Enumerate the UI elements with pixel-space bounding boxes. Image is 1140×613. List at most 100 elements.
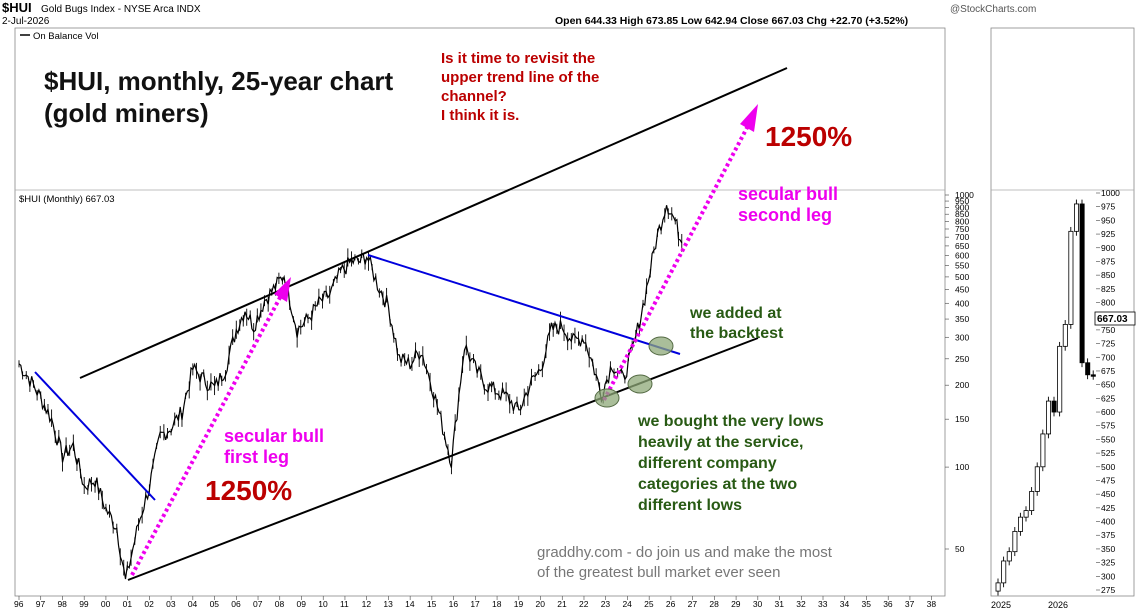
first-leg-arrowhead — [274, 277, 291, 302]
upper-channel-line — [79, 67, 788, 379]
question-line-1: Is it time to revisit the — [441, 50, 595, 67]
detail-candle — [1018, 516, 1024, 532]
x-tick-label: 12 — [362, 599, 372, 609]
detail-y-tick-label: 800 — [1101, 298, 1115, 308]
y-tick-label: 250 — [955, 354, 969, 364]
second-leg-arrowhead — [740, 104, 758, 132]
price-axis: 50 100 150 200 250 300 350 400 450 50055060065070… — [945, 190, 974, 554]
x-tick-label: 29 — [731, 599, 741, 609]
y-tick-label: 750 — [955, 224, 969, 234]
pct-top-label: 1250% — [765, 121, 852, 152]
x-tick-label: 15 — [427, 599, 437, 609]
detail-y-tick-label: 900 — [1101, 243, 1115, 253]
y-tick-label: 50 — [955, 544, 965, 554]
x-tick-label: 03 — [166, 599, 176, 609]
detail-y-tick-label: 850 — [1101, 270, 1115, 280]
x-tick-label: 37 — [905, 599, 915, 609]
detail-candle — [1068, 230, 1074, 325]
detail-candle — [1090, 374, 1096, 377]
y-tick-label: 850 — [955, 209, 969, 219]
lower-channel-line — [127, 337, 759, 581]
x-tick-label: 10 — [318, 599, 328, 609]
x-tick-label: 21 — [557, 599, 567, 609]
detail-candle — [1062, 324, 1068, 347]
lows-line4: categories at the two — [638, 476, 797, 493]
detail-candle — [1001, 560, 1007, 584]
detail-y-tick-label: 925 — [1101, 229, 1115, 239]
x-tick-label: 18 — [492, 599, 502, 609]
x-tick-label: 34 — [840, 599, 850, 609]
detail-candle — [1051, 400, 1057, 413]
x-tick-label: 24 — [622, 599, 632, 609]
x-tick-label: 35 — [861, 599, 871, 609]
detail-y-tick-label: 950 — [1101, 215, 1115, 225]
x-tick-label: 96 — [14, 599, 24, 609]
x-tick-label: 30 — [753, 599, 763, 609]
detail-candle — [1034, 466, 1040, 492]
x-tick-label: 36 — [883, 599, 893, 609]
chart-title-line2: (gold miners) — [44, 98, 209, 128]
detail-y-tick-label: 575 — [1101, 421, 1115, 431]
y-tick-label: 200 — [955, 380, 969, 390]
detail-price-bars — [995, 199, 1096, 596]
downtrend-line-2001 — [34, 371, 156, 501]
lows-line1: we bought the very lows — [637, 413, 824, 430]
question-line-2: upper trend line of the — [441, 69, 599, 86]
detail-y-tick-label: 275 — [1101, 585, 1115, 595]
x-tick-label: 38 — [927, 599, 937, 609]
ohlc-readout: Open 644.33 High 673.85 Low 642.94 Close… — [555, 15, 908, 27]
detail-candle — [1074, 203, 1080, 232]
x-tick-label: 16 — [449, 599, 459, 609]
detail-y-tick-label: 525 — [1101, 448, 1115, 458]
detail-candle — [1079, 203, 1085, 364]
detail-xtick-2026: 2026 — [1048, 600, 1068, 610]
last-price-box — [1094, 311, 1136, 326]
detail-y-tick-label: 875 — [1101, 256, 1115, 266]
lows-line2: heavily at the service, — [638, 434, 803, 451]
backtest-line2: the backtest — [690, 325, 784, 342]
symbol-label: $HUI — [2, 0, 32, 15]
detail-y-tick-label: 625 — [1101, 393, 1115, 403]
x-axis: 96 97 98 99 00 01 02 03 04 05 06 07 08 09 10 11 12 13 14 15… — [14, 596, 936, 609]
x-tick-label: 33 — [818, 599, 828, 609]
second-leg-arrow — [602, 121, 752, 401]
backtest-line1: we added at — [689, 305, 782, 322]
detail-y-tick-label: 400 — [1101, 517, 1115, 527]
y-tick-label: 150 — [955, 414, 969, 424]
y-tick-label: 400 — [955, 298, 969, 308]
x-tick-label: 17 — [470, 599, 480, 609]
y-tick-label: 800 — [955, 216, 969, 226]
detail-y-tick-label: 675 — [1101, 366, 1115, 376]
price-line — [18, 205, 683, 580]
first-leg-line2: first leg — [224, 447, 289, 467]
price-series — [18, 205, 683, 580]
question-line-3: channel? — [441, 88, 507, 105]
pct-bottom-label: 1250% — [205, 475, 292, 506]
price-series-label: $HUI (Monthly) 667.03 — [19, 194, 115, 205]
x-tick-label: 01 — [123, 599, 133, 609]
first-leg-line1: secular bull — [224, 426, 324, 446]
detail-y-tick-label: 700 — [1101, 352, 1115, 362]
x-tick-label: 26 — [666, 599, 676, 609]
x-tick-label: 27 — [688, 599, 698, 609]
x-tick-label: 11 — [340, 599, 349, 609]
detail-y-tick-label: 350 — [1101, 544, 1115, 554]
y-tick-label: 550 — [955, 261, 969, 271]
x-tick-label: 20 — [536, 599, 546, 609]
chart-title-line1: $HUI, monthly, 25-year chart — [44, 66, 394, 96]
x-tick-label: 02 — [144, 599, 154, 609]
y-tick-label: 650 — [955, 241, 969, 251]
date-label: 2-Jul-2026 — [2, 16, 50, 27]
promo-line1: graddhy.com - do join us and make the mo… — [537, 544, 833, 561]
y-tick-label: 450 — [955, 284, 969, 294]
y-tick-label: 500 — [955, 272, 969, 282]
y-tick-label: 950 — [955, 196, 969, 206]
detail-y-tick-label: 650 — [1101, 380, 1115, 390]
x-tick-label: 19 — [514, 599, 524, 609]
detail-candle — [1046, 400, 1052, 435]
detail-last-price: 667.03 — [1094, 311, 1136, 326]
x-tick-label: 06 — [231, 599, 241, 609]
detail-y-tick-label: 1000 — [1101, 188, 1120, 198]
x-tick-label: 00 — [101, 599, 111, 609]
